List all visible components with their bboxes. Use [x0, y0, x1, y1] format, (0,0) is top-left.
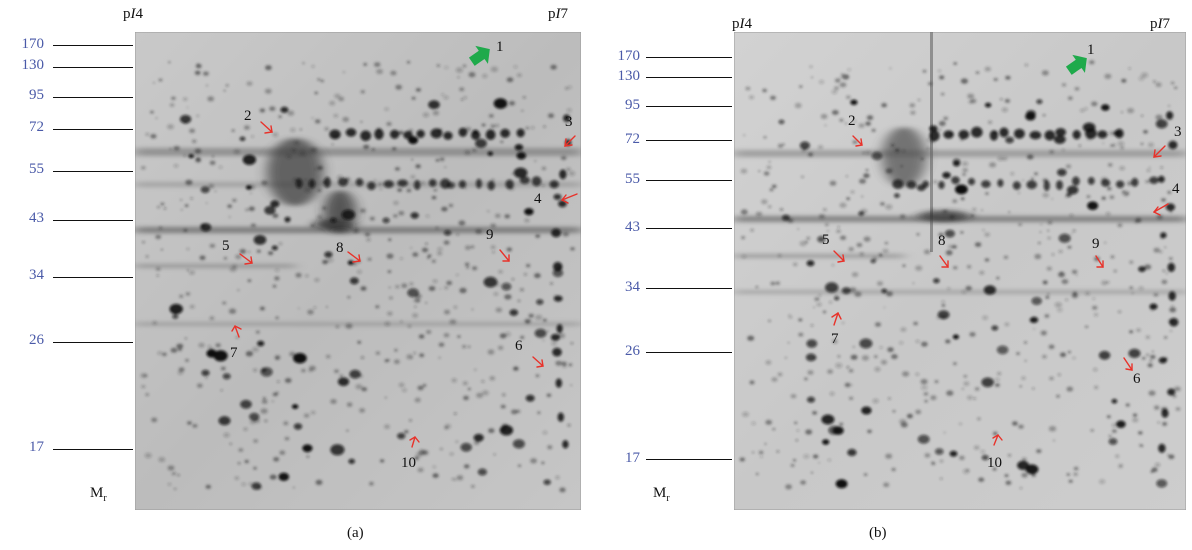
red-arrow-icon	[992, 434, 1003, 446]
mw-tick	[646, 459, 732, 461]
mw-tick	[646, 57, 732, 59]
mw-marker: 55	[29, 161, 44, 177]
mw-tick	[53, 342, 133, 344]
mw-tick	[646, 106, 732, 108]
red-arrow-icon	[239, 253, 253, 265]
mw-marker: 34	[29, 267, 44, 283]
spot-label: 7	[230, 345, 238, 361]
mr-axis-label: Mr	[90, 485, 107, 504]
mw-marker: 26	[625, 343, 640, 359]
mw-marker: 34	[625, 279, 640, 295]
mw-marker: 26	[29, 332, 44, 348]
spot-label: 3	[565, 114, 573, 130]
mw-marker: 72	[625, 131, 640, 147]
spot-label: 4	[534, 191, 542, 207]
red-arrow-icon	[499, 249, 510, 262]
panel-b: pI4 pI7 170 130 95 72 55 43 34 26 17 Mr	[596, 0, 1192, 550]
red-arrow-icon	[409, 436, 420, 448]
mw-marker: 55	[625, 171, 640, 187]
red-arrow-icon	[347, 251, 361, 263]
spot-label: 8	[938, 233, 946, 249]
mw-tick	[646, 228, 732, 230]
mw-tick	[646, 180, 732, 182]
spot-label: 8	[336, 240, 344, 256]
pi-left-label: pI4	[123, 6, 143, 22]
red-arrow-icon	[939, 255, 949, 268]
pi-right-label: pI7	[548, 6, 568, 22]
red-arrow-icon	[1123, 357, 1133, 371]
panel-caption: (b)	[869, 525, 887, 541]
spot-label: 9	[486, 227, 494, 243]
mw-marker: 170	[617, 48, 641, 64]
red-arrow-icon	[560, 193, 578, 204]
mw-marker: 130	[21, 57, 45, 73]
mw-tick	[646, 140, 732, 142]
red-arrow-icon	[260, 121, 273, 134]
mw-tick	[53, 220, 133, 222]
mw-tick	[53, 171, 133, 173]
spot-label: 10	[401, 455, 416, 471]
spot-label: 6	[1133, 371, 1141, 387]
red-arrow-icon	[852, 135, 863, 147]
spot-label: 4	[1172, 181, 1180, 197]
spot-label: 2	[244, 108, 252, 124]
red-arrow-icon	[1095, 255, 1104, 268]
spot-label: 9	[1092, 236, 1100, 252]
mw-marker: 17	[29, 439, 44, 455]
mw-marker: 17	[625, 450, 640, 466]
spot-label: 5	[822, 232, 830, 248]
pi-right-label: pI7	[1150, 16, 1170, 32]
mw-tick	[53, 45, 133, 47]
spot-label: 10	[987, 455, 1002, 471]
mw-marker: 170	[21, 36, 45, 52]
spot-label: 5	[222, 238, 230, 254]
spot-label: 1	[496, 39, 504, 55]
spot-label: 6	[515, 338, 523, 354]
mw-marker: 43	[625, 219, 640, 235]
red-arrow-icon	[831, 311, 842, 326]
spot-label: 3	[1174, 124, 1182, 140]
mr-axis-label: Mr	[653, 485, 670, 504]
red-arrow-icon	[231, 325, 242, 338]
red-arrow-icon	[532, 356, 544, 368]
green-arrow-icon	[468, 45, 490, 66]
mw-marker: 43	[29, 210, 44, 226]
mw-marker: 95	[625, 97, 640, 113]
mw-tick	[646, 288, 732, 290]
mw-tick	[53, 67, 133, 69]
spot-label: 2	[848, 113, 856, 129]
green-arrow-icon	[1065, 54, 1087, 75]
spot-label: 7	[831, 331, 839, 347]
mw-tick	[53, 277, 133, 279]
panel-caption: (a)	[347, 525, 364, 541]
mw-marker: 130	[617, 68, 641, 84]
gel-image-b	[734, 32, 1186, 510]
spot-label: 1	[1087, 42, 1095, 58]
mw-marker: 95	[29, 87, 44, 103]
mw-tick	[53, 129, 133, 131]
red-arrow-icon	[564, 135, 576, 147]
mw-tick	[53, 449, 133, 451]
mw-tick	[646, 77, 732, 79]
mw-marker: 72	[29, 119, 44, 135]
red-arrow-icon	[1153, 145, 1166, 158]
mw-tick	[53, 97, 133, 99]
mw-tick	[646, 352, 732, 354]
gel-image-a	[135, 32, 581, 510]
pi-left-label: pI4	[732, 16, 752, 32]
red-arrow-icon	[833, 250, 845, 263]
red-arrow-icon	[1152, 203, 1169, 216]
panel-a: pI4 pI7 170 130 95 72 55 43 34 26 17 Mr	[21, 6, 581, 541]
